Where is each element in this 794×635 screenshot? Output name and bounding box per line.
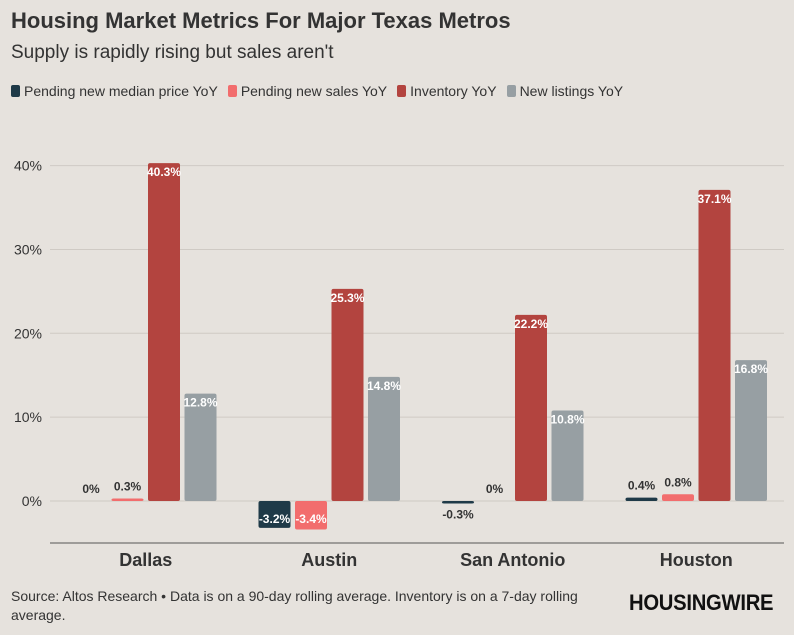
legend-swatch-new-listings (506, 85, 516, 97)
legend-label-inventory: Inventory YoY (410, 83, 497, 99)
bar-new-listings-yoy-austin (368, 376, 400, 501)
legend-item-new-sales: Pending new sales YoY (227, 83, 388, 99)
x-tick-label: San Antonio (460, 550, 565, 570)
y-tick-label: 10% (14, 409, 42, 425)
bar-inventory-yoy-dallas (148, 163, 180, 501)
data-label-pending-new-median-price-yoy-san-antonio: -0.3% (442, 508, 474, 522)
bar-pending-new-sales-yoy-dallas (111, 498, 144, 501)
data-label-pending-new-median-price-yoy-austin: -3.2% (259, 512, 291, 526)
legend-label-new-listings: New listings YoY (519, 83, 624, 99)
bar-pending-new-median-price-yoy-san-antonio (442, 501, 474, 504)
x-tick-label: Dallas (119, 550, 172, 570)
data-label-new-listings-yoy-dallas: 12.8% (183, 396, 217, 410)
bar-inventory-yoy-san-antonio (515, 314, 547, 501)
bar-new-listings-yoy-san-antonio (551, 410, 584, 501)
legend-item-median-price: Pending new median price YoY (11, 83, 218, 99)
legend-label-median-price: Pending new median price YoY (24, 83, 218, 99)
bar-inventory-yoy-houston (698, 189, 731, 501)
source-note: Source: Altos Research • Data is on a 90… (11, 588, 578, 623)
housingwire-logo: HOUSINGWIRE (629, 590, 774, 615)
data-label-pending-new-sales-yoy-san-antonio: 0% (486, 482, 504, 496)
data-label-new-listings-yoy-houston: 16.8% (734, 362, 768, 376)
bar-new-listings-yoy-dallas (184, 393, 217, 501)
data-label-inventory-yoy-san-antonio: 22.2% (514, 317, 548, 331)
bar-inventory-yoy-austin (331, 288, 364, 501)
x-tick-label: Austin (301, 550, 357, 570)
chart-title: Housing Market Metrics For Major Texas M… (11, 8, 511, 33)
data-label-pending-new-sales-yoy-austin: -3.4% (295, 512, 327, 526)
legend-swatch-inventory (397, 85, 407, 97)
bar-pending-new-sales-yoy-houston (662, 494, 694, 501)
legend-item-new-listings: New listings YoY (506, 83, 624, 99)
bar-pending-new-median-price-yoy-houston (625, 497, 658, 501)
bar-new-listings-yoy-houston (735, 360, 767, 501)
data-label-pending-new-median-price-yoy-dallas: 0% (82, 482, 100, 496)
x-tick-label: Houston (660, 550, 733, 570)
y-tick-label: 30% (14, 241, 42, 257)
y-tick-label: 20% (14, 325, 42, 341)
data-label-pending-new-sales-yoy-dallas: 0.3% (114, 479, 142, 493)
data-label-inventory-yoy-dallas: 40.3% (147, 165, 181, 179)
data-label-pending-new-sales-yoy-houston: 0.8% (664, 475, 692, 489)
legend: Pending new median price YoY Pending new… (11, 83, 633, 99)
bar-pending-new-sales-yoy-austin (295, 501, 327, 530)
legend-swatch-median-price (11, 85, 20, 97)
y-tick-label: 0% (22, 493, 42, 509)
legend-swatch-new-sales (227, 85, 237, 97)
data-label-inventory-yoy-austin: 25.3% (330, 291, 364, 305)
bar-pending-new-median-price-yoy-austin (258, 501, 291, 528)
legend-label-new-sales: Pending new sales YoY (240, 83, 388, 99)
data-label-new-listings-yoy-austin: 14.8% (367, 379, 401, 393)
data-label-pending-new-median-price-yoy-houston: 0.4% (628, 479, 656, 493)
legend-item-inventory: Inventory YoY (397, 83, 497, 99)
chart-subtitle: Supply is rapidly rising but sales aren'… (11, 42, 334, 63)
y-tick-label: 40% (14, 158, 42, 174)
data-label-inventory-yoy-houston: 37.1% (697, 192, 731, 206)
data-label-new-listings-yoy-san-antonio: 10.8% (550, 412, 584, 426)
